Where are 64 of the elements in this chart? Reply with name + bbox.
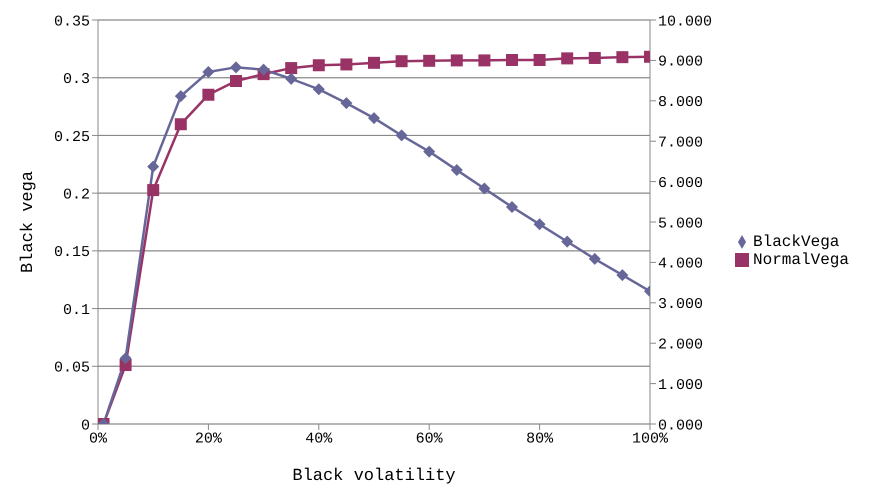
- point: [230, 61, 242, 74]
- y2-tick-label: 3.000: [658, 296, 703, 314]
- point: [312, 59, 325, 72]
- x-tick-label: 0%: [88, 430, 108, 448]
- y2-tick-label: 9.000: [658, 54, 703, 71]
- point: [450, 54, 463, 66]
- point: [340, 58, 352, 70]
- x-axis-title: Black volatility: [292, 467, 456, 486]
- point: [312, 83, 325, 96]
- point: [616, 269, 628, 282]
- point: [120, 352, 132, 364]
- y2-tick-label: 2.000: [658, 336, 703, 354]
- x-tick-label: 20%: [194, 430, 223, 448]
- y-axis-title: Black vega: [19, 170, 38, 274]
- point: [202, 66, 214, 78]
- point: [340, 97, 352, 110]
- y2-tick-label: 8.000: [658, 94, 703, 112]
- y2-tick-label: 1.000: [658, 376, 703, 394]
- point: [285, 62, 298, 74]
- point: [230, 75, 242, 88]
- point: [368, 112, 380, 124]
- legend-label: NormalVega: [752, 251, 849, 269]
- y-tick-label: 0.2: [62, 186, 90, 204]
- point: [202, 88, 214, 101]
- point: [258, 64, 270, 76]
- x-tick-label: 60%: [416, 430, 444, 448]
- x-tick-label: 40%: [305, 430, 334, 448]
- point: [368, 56, 380, 69]
- point: [396, 55, 408, 68]
- point: [588, 252, 601, 265]
- y2-tick-label: 6.000: [658, 174, 703, 192]
- point: [534, 218, 546, 230]
- y-tick-label: 0.1: [62, 302, 90, 319]
- y2-tick-label: 7.000: [658, 134, 703, 152]
- point: [174, 118, 187, 130]
- point: [450, 164, 463, 176]
- point: [506, 200, 518, 213]
- point: [285, 72, 298, 85]
- point: [561, 236, 574, 248]
- y2-tick-label: 4.000: [658, 256, 703, 273]
- y-tick-label: 0.3: [62, 71, 90, 88]
- y-tick-label: 0.25: [54, 128, 90, 146]
- point: [478, 182, 490, 195]
- point: [616, 51, 628, 64]
- point: [174, 90, 187, 102]
- y-tick-label: 0.05: [54, 360, 90, 377]
- y-tick-label: 0.15: [54, 244, 90, 262]
- point: [588, 52, 601, 64]
- point: [147, 160, 160, 173]
- x-tick-label: 80%: [526, 430, 554, 448]
- point: [561, 52, 574, 64]
- y-tick-label: 0: [80, 417, 90, 434]
- y-tick-label: 0.35: [54, 13, 90, 30]
- y2-tick-label: 10.000: [658, 13, 712, 30]
- x-tick-label: 100%: [632, 430, 669, 448]
- point: [506, 54, 518, 66]
- point: [423, 54, 436, 67]
- y2-tick-label: 5.000: [658, 215, 703, 232]
- legend-label: BlackVega: [752, 233, 840, 251]
- point: [534, 54, 546, 66]
- point: [478, 54, 490, 66]
- point: [423, 146, 436, 158]
- point: [396, 129, 408, 142]
- point: [147, 184, 160, 196]
